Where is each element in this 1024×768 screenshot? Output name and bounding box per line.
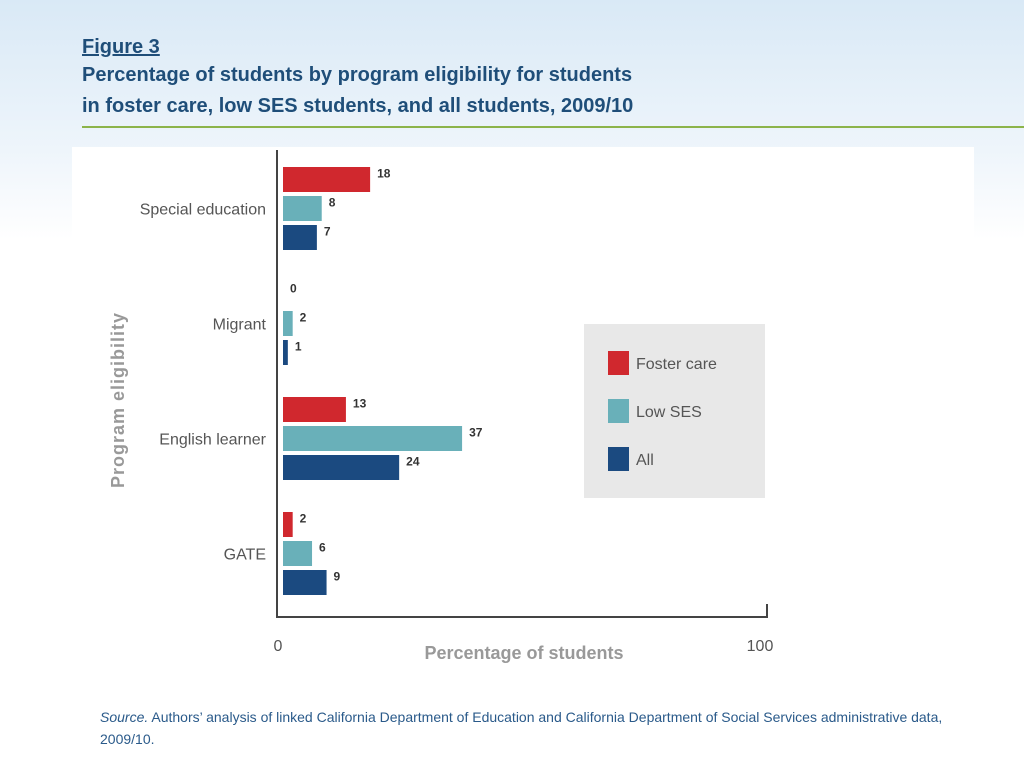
- data-label-migrant-low-ses: 2: [300, 311, 307, 325]
- x-tick-label-100: 100: [747, 638, 774, 655]
- data-label-english-learner-low-ses: 37: [469, 426, 483, 440]
- title-block: Figure 3 Percentage of students by progr…: [82, 34, 982, 122]
- bar-english-learner-all: [283, 455, 400, 480]
- data-label-gate-all: 9: [334, 570, 341, 584]
- y-axis-title: Program eligibility: [108, 312, 128, 488]
- category-label-gate: GATE: [224, 547, 266, 564]
- legend-label-all: All: [636, 452, 654, 469]
- bar-gate-low-ses: [283, 541, 313, 566]
- source-label: Source.: [100, 709, 149, 725]
- legend-swatch-all: [608, 447, 629, 471]
- title-divider: [82, 126, 1024, 128]
- chart-panel: [72, 147, 974, 687]
- bar-migrant-low-ses: [283, 311, 293, 336]
- data-label-gate-foster-care: 2: [300, 512, 307, 526]
- category-label-special-education: Special education: [140, 202, 266, 219]
- bar-gate-all: [283, 570, 327, 595]
- legend-label-low-ses: Low SES: [636, 404, 702, 421]
- figure-title-line-1: Percentage of students by program eligib…: [82, 64, 633, 86]
- bar-english-learner-low-ses: [283, 426, 463, 451]
- bar-chart: 0 100 Percentage of students Program eligib…: [108, 150, 774, 663]
- source-text: Authors’ analysis of linked California D…: [100, 709, 943, 747]
- data-label-english-learner-foster-care: 13: [353, 397, 367, 411]
- bar-migrant-all: [283, 340, 288, 365]
- data-label-gate-low-ses: 6: [319, 541, 326, 555]
- category-label-english-learner: English learner: [159, 432, 266, 449]
- bar-special-education-low-ses: [283, 196, 322, 221]
- legend-label-foster-care: Foster care: [636, 356, 717, 373]
- x-tick-label-0: 0: [274, 638, 283, 655]
- data-label-migrant-foster-care: 0: [290, 282, 297, 296]
- bar-special-education-all: [283, 225, 317, 250]
- data-label-special-education-low-ses: 8: [329, 196, 336, 210]
- figure-title-line-2: in foster care, low SES students, and al…: [82, 95, 634, 117]
- data-label-english-learner-all: 24: [406, 455, 420, 469]
- legend-swatch-low-ses: [608, 399, 629, 423]
- bar-english-learner-foster-care: [283, 397, 346, 422]
- bar-gate-foster-care: [283, 512, 293, 537]
- data-label-special-education-foster-care: 18: [377, 167, 391, 181]
- bar-special-education-foster-care: [283, 167, 371, 192]
- data-label-special-education-all: 7: [324, 225, 331, 239]
- data-label-migrant-all: 1: [295, 340, 302, 354]
- figure-label: Figure 3: [82, 36, 160, 58]
- x-axis-title: Percentage of students: [424, 643, 623, 663]
- category-label-migrant: Migrant: [213, 317, 267, 334]
- source-note: Source. Authors’ analysis of linked Cali…: [100, 706, 980, 750]
- legend-swatch-foster-care: [608, 351, 629, 375]
